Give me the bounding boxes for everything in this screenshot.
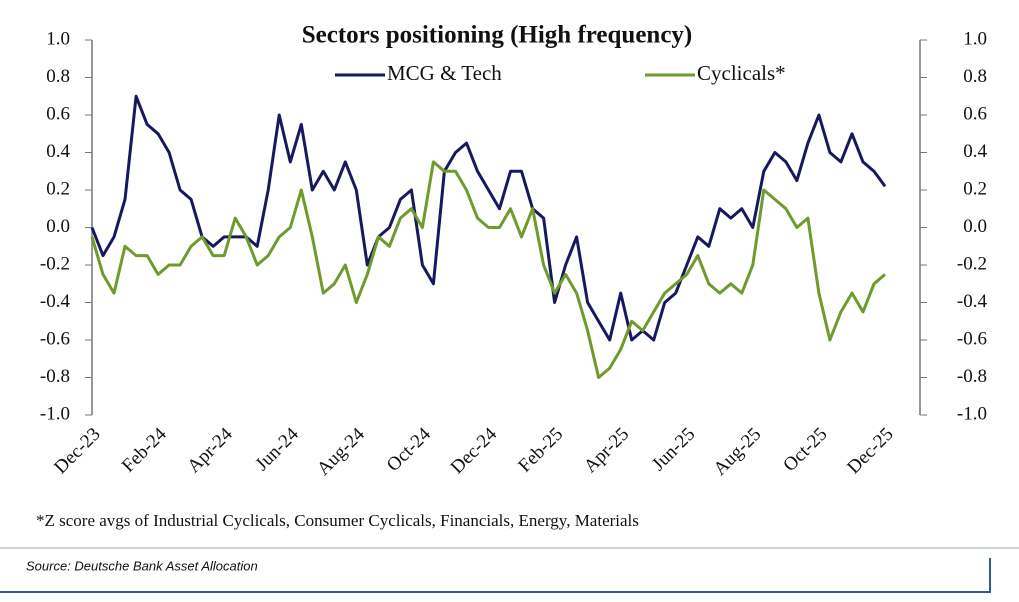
source: Source: Deutsche Bank Asset Allocation xyxy=(26,558,258,573)
y2-tick-label: 0.4 xyxy=(963,141,987,162)
y2-tick-label: 0.8 xyxy=(963,66,987,87)
x-tick-label: Apr-25 xyxy=(580,424,633,477)
y-tick-label: 0.6 xyxy=(46,103,70,124)
x-tick-label: Apr-24 xyxy=(183,423,237,477)
y2-tick-label: -0.8 xyxy=(957,366,987,387)
y-tick-label: 0.8 xyxy=(46,66,70,87)
x-tick-label: Dec-25 xyxy=(843,424,897,478)
x-tick-label: Dec-23 xyxy=(50,424,104,478)
footnote: *Z score avgs of Industrial Cyclicals, C… xyxy=(36,511,639,530)
legend-label: Cyclicals* xyxy=(697,61,786,85)
y2-tick-label: 0.2 xyxy=(963,178,987,199)
x-tick-label: Aug-25 xyxy=(710,424,766,480)
y-tick-label: -0.2 xyxy=(40,253,70,274)
y-tick-label: -0.4 xyxy=(40,291,71,312)
frame-decoration xyxy=(0,558,991,593)
series-line xyxy=(90,94,887,342)
y2-tick-label: -0.4 xyxy=(957,291,988,312)
y2-tick-label: 0.6 xyxy=(963,103,987,124)
x-tick-label: Jun-25 xyxy=(648,424,699,475)
y-tick-label: 0.2 xyxy=(46,178,70,199)
y-tick-label: -0.8 xyxy=(40,366,70,387)
y-tick-label: 0.0 xyxy=(46,216,70,237)
legend-label: MCG & Tech xyxy=(387,61,502,85)
x-tick-label: Oct-25 xyxy=(779,424,831,476)
y2-tick-label: -0.6 xyxy=(957,328,987,349)
y-tick-label: 0.4 xyxy=(46,141,70,162)
x-tick-label: Oct-24 xyxy=(383,423,436,476)
y2-tick-label: -1.0 xyxy=(957,403,987,424)
x-tick-label: Feb-25 xyxy=(514,424,567,477)
x-tick-label: Jun-24 xyxy=(251,423,303,475)
x-tick-label: Aug-24 xyxy=(313,423,369,479)
y-tick-label: -1.0 xyxy=(40,403,70,424)
chart-title: Sectors positioning (High frequency) xyxy=(302,22,693,49)
x-tick-label: Feb-24 xyxy=(118,423,171,476)
series-line xyxy=(90,160,886,379)
y-tick-label: 1.0 xyxy=(46,28,70,49)
y2-tick-label: -0.2 xyxy=(957,253,987,274)
x-tick-label: Dec-24 xyxy=(447,423,502,478)
y2-tick-label: 1.0 xyxy=(963,28,987,49)
y2-tick-label: 0.0 xyxy=(963,216,987,237)
y-tick-label: -0.6 xyxy=(40,328,70,349)
